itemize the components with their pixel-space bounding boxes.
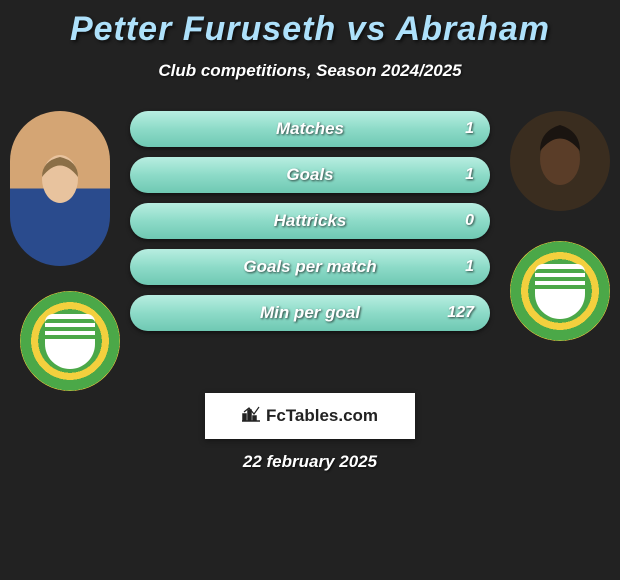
stat-row: Goals 1 [130, 157, 490, 193]
subtitle: Club competitions, Season 2024/2025 [0, 61, 620, 81]
stat-label: Goals per match [130, 249, 490, 285]
stat-row: Goals per match 1 [130, 249, 490, 285]
player-photo-right [510, 111, 610, 211]
player-face-icon [10, 111, 110, 266]
stat-row: Min per goal 127 [130, 295, 490, 331]
date-text: 22 february 2025 [0, 452, 620, 472]
logo-text: FcTables.com [266, 406, 378, 426]
stat-label: Hattricks [130, 203, 490, 239]
content-area: Matches 1 Goals 1 Hattricks 0 Goals per … [0, 111, 620, 411]
stat-value-right: 1 [465, 111, 474, 147]
club-badge-left [20, 291, 120, 391]
club-badge-right [510, 241, 610, 341]
stat-label: Goals [130, 157, 490, 193]
stat-row: Hattricks 0 [130, 203, 490, 239]
player-face-icon [510, 111, 610, 211]
stat-value-right: 0 [465, 203, 474, 239]
chart-icon [242, 406, 260, 426]
stat-label: Min per goal [130, 295, 490, 331]
infographic-container: Petter Furuseth vs Abraham Club competit… [0, 0, 620, 421]
player-photo-left [10, 111, 110, 266]
fctables-logo: FcTables.com [205, 393, 415, 439]
stat-value-right: 1 [465, 157, 474, 193]
stat-row: Matches 1 [130, 111, 490, 147]
stat-value-right: 127 [447, 295, 474, 331]
stat-label: Matches [130, 111, 490, 147]
stat-value-right: 1 [465, 249, 474, 285]
title: Petter Furuseth vs Abraham [0, 10, 620, 49]
stats-area: Matches 1 Goals 1 Hattricks 0 Goals per … [130, 111, 490, 341]
